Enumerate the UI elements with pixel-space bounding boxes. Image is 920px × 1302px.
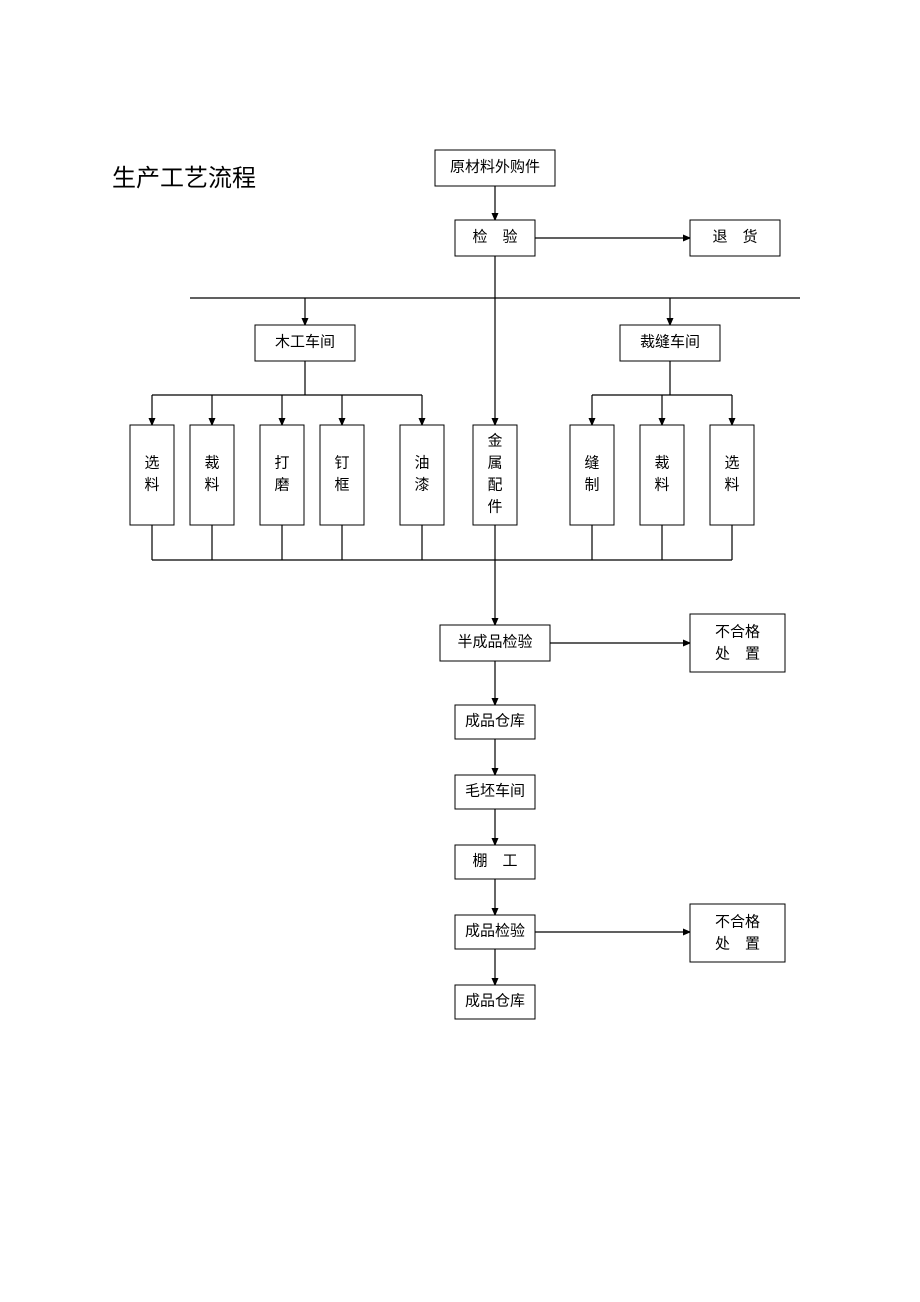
- node-stock2: 成品仓库: [455, 985, 535, 1019]
- svg-text:制: 制: [584, 476, 599, 493]
- svg-text:件: 件: [487, 498, 502, 515]
- svg-text:配: 配: [487, 476, 502, 493]
- node-nc1_a: 不合格处 置: [690, 614, 785, 672]
- svg-text:料: 料: [654, 476, 669, 493]
- node-fin_insp: 成品检验: [455, 915, 535, 949]
- svg-text:木工车间: 木工车间: [275, 333, 335, 350]
- svg-text:料: 料: [144, 476, 159, 493]
- node-v1: 选料: [130, 425, 174, 525]
- node-semi_insp: 半成品检验: [440, 625, 550, 661]
- node-blank: 毛坯车间: [455, 775, 535, 809]
- svg-text:成品仓库: 成品仓库: [465, 712, 525, 729]
- svg-text:棚 工: 棚 工: [472, 852, 517, 869]
- node-v4: 钉框: [320, 425, 364, 525]
- svg-text:选: 选: [724, 454, 739, 471]
- svg-text:金: 金: [487, 432, 502, 449]
- svg-text:油: 油: [414, 454, 429, 471]
- node-v5: 油漆: [400, 425, 444, 525]
- flowchart-canvas: 原材料外购件检 验退 货木工车间裁缝车间选料裁料打磨钉框油漆金属配件缝制裁料选料…: [0, 0, 920, 1302]
- svg-text:成品仓库: 成品仓库: [465, 992, 525, 1009]
- svg-text:原材料外购件: 原材料外购件: [450, 158, 540, 175]
- node-v9: 选料: [710, 425, 754, 525]
- svg-text:毛坯车间: 毛坯车间: [465, 782, 525, 799]
- svg-text:检 验: 检 验: [472, 228, 517, 245]
- node-raw: 原材料外购件: [435, 150, 555, 186]
- svg-text:框: 框: [334, 476, 349, 493]
- node-shed: 棚 工: [455, 845, 535, 879]
- svg-text:钉: 钉: [334, 454, 349, 471]
- node-v6: 金属配件: [473, 425, 517, 525]
- node-v7: 缝制: [570, 425, 614, 525]
- node-return: 退 货: [690, 220, 780, 256]
- svg-text:裁缝车间: 裁缝车间: [640, 333, 700, 350]
- svg-text:不合格: 不合格: [715, 913, 760, 930]
- svg-text:选: 选: [144, 454, 159, 471]
- svg-text:处 置: 处 置: [715, 645, 760, 662]
- svg-text:裁: 裁: [204, 454, 219, 471]
- svg-text:处 置: 处 置: [715, 935, 760, 952]
- node-stock1: 成品仓库: [455, 705, 535, 739]
- svg-text:不合格: 不合格: [715, 623, 760, 640]
- svg-text:属: 属: [487, 455, 502, 471]
- svg-text:料: 料: [724, 476, 739, 493]
- svg-text:料: 料: [204, 476, 219, 493]
- svg-text:裁: 裁: [654, 454, 669, 471]
- svg-text:成品检验: 成品检验: [465, 922, 525, 939]
- node-v2: 裁料: [190, 425, 234, 525]
- node-v8: 裁料: [640, 425, 684, 525]
- node-wood: 木工车间: [255, 325, 355, 361]
- node-v3: 打磨: [260, 425, 304, 525]
- svg-text:漆: 漆: [414, 476, 429, 493]
- node-sew: 裁缝车间: [620, 325, 720, 361]
- svg-text:磨: 磨: [274, 476, 289, 493]
- node-nc2: 不合格处 置: [690, 904, 785, 962]
- svg-text:退 货: 退 货: [712, 228, 757, 245]
- svg-text:缝: 缝: [584, 454, 599, 471]
- svg-text:半成品检验: 半成品检验: [457, 633, 532, 650]
- svg-text:打: 打: [274, 454, 289, 471]
- node-inspect: 检 验: [455, 220, 535, 256]
